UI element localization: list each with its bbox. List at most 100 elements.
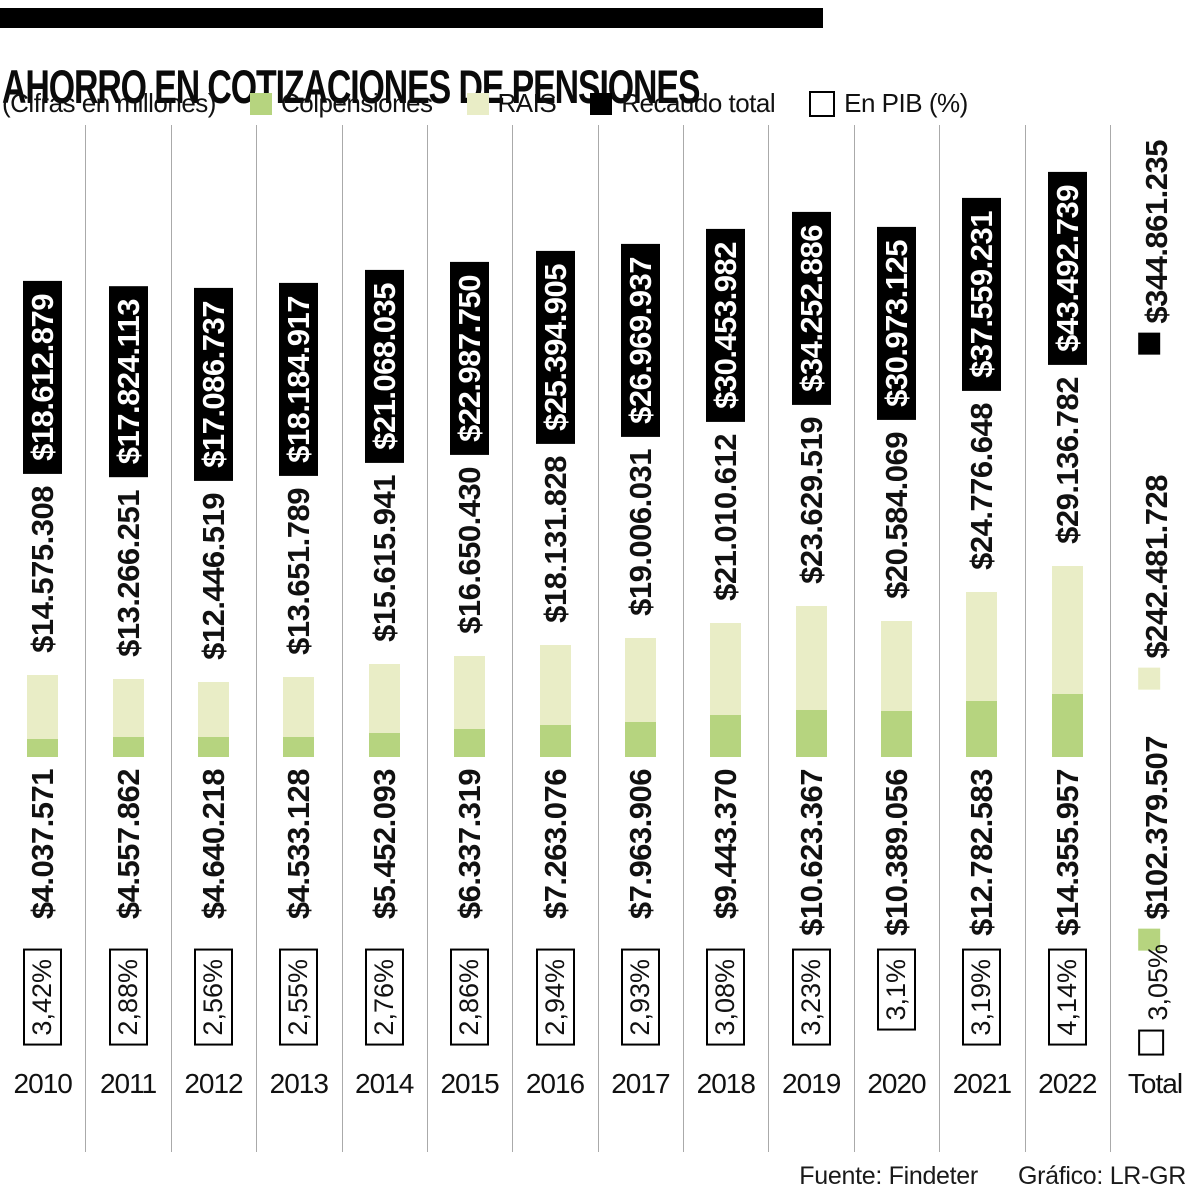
bar-segment-colpensiones xyxy=(368,733,400,757)
bar-segment-colpensiones xyxy=(710,715,742,757)
gridline xyxy=(939,125,941,1152)
year-label: 2020 xyxy=(867,1068,926,1099)
colpensiones-swatch-icon xyxy=(249,92,272,115)
bar-segment-rais xyxy=(1051,565,1083,694)
colpensiones-value-label: $4.557.862 xyxy=(110,769,146,920)
year-label: 2012 xyxy=(184,1068,243,1099)
total-rais-item-marker-icon xyxy=(1138,668,1160,690)
legend-item-colpensiones: Colpensiones xyxy=(249,88,433,119)
year-label: 2022 xyxy=(1038,1068,1097,1099)
bar-segment-colpensiones xyxy=(112,736,144,757)
colpensiones-value-label: $4.533.128 xyxy=(281,769,317,920)
gridline xyxy=(341,125,343,1152)
bar-segment-colpensiones xyxy=(1051,693,1083,757)
rais-value-label: $29.136.782 xyxy=(1049,376,1085,544)
pib-percent-box: 2,88% xyxy=(108,949,148,1046)
recaudo-total-value-box: $22.987.750 xyxy=(450,262,490,455)
bar-segment-rais xyxy=(710,623,742,716)
recaudo-total-value-box: $30.973.125 xyxy=(877,226,916,420)
gridline xyxy=(1024,125,1026,1152)
year-label: 2017 xyxy=(611,1068,670,1099)
gridline xyxy=(597,125,599,1152)
bar-segment-rais xyxy=(283,677,315,738)
colpensiones-value-label: $12.782.583 xyxy=(964,769,1000,936)
colpensiones-value-label: $4.640.218 xyxy=(196,769,231,920)
graphic-credit: Gráfico: LR-GR xyxy=(1017,1162,1186,1190)
colpensiones-value-label: $7.963.906 xyxy=(622,769,658,920)
colpensiones-value-label: $10.623.367 xyxy=(793,769,829,936)
pib-percent-box: 2,56% xyxy=(194,949,233,1046)
gridline xyxy=(256,125,258,1152)
colpensiones-value-label: $5.452.093 xyxy=(366,769,402,920)
pib-percent-box: 2,76% xyxy=(364,949,404,1046)
pib-percent-box: 2,94% xyxy=(535,949,575,1046)
year-label: 2015 xyxy=(440,1068,499,1099)
bar-segment-colpensiones xyxy=(539,725,571,757)
rais-value-label: $16.650.430 xyxy=(452,467,488,634)
bar-segment-colpensiones xyxy=(624,722,656,757)
rais-value-label: $20.584.069 xyxy=(879,431,914,599)
rais-swatch-icon xyxy=(466,92,489,115)
year-label: 2010 xyxy=(13,1068,73,1099)
total-colpensiones-item: $102.379.507 xyxy=(1138,736,1174,951)
recaudo-total-swatch-icon xyxy=(590,92,613,115)
recaudo-total-value-box: $21.068.035 xyxy=(364,270,404,464)
total-recaudo-item-marker-icon xyxy=(1138,333,1160,355)
colpensiones-value-label: $6.337.319 xyxy=(452,769,488,920)
colpensiones-value-label: $7.263.076 xyxy=(537,769,573,920)
total-rais-item: $242.481.728 xyxy=(1138,475,1174,690)
bar-segment-rais xyxy=(198,681,229,737)
legend-item-recaudo-total: Recaudo total xyxy=(590,88,776,119)
gridline xyxy=(853,125,855,1152)
pib-percent-box: 2,86% xyxy=(450,949,490,1046)
bar-segment-rais xyxy=(27,675,59,740)
pib-percent-box: 3,08% xyxy=(706,949,746,1046)
year-label: 2013 xyxy=(269,1068,329,1099)
recaudo-total-value-box: $43.492.739 xyxy=(1047,171,1087,365)
colpensiones-value-label: $10.389.056 xyxy=(879,769,914,936)
bar-segment-colpensiones xyxy=(881,711,912,757)
bar-segment-rais xyxy=(454,655,486,730)
colpensiones-value-label: $4.037.571 xyxy=(25,769,61,920)
recaudo-total-value-box: $37.559.231 xyxy=(962,197,1002,391)
rais-value-label: $15.615.941 xyxy=(366,475,402,643)
year-label: 2011 xyxy=(99,1068,157,1099)
year-label: 2014 xyxy=(355,1068,414,1099)
pib-percent-box: 2,55% xyxy=(279,949,319,1046)
footer: Fuente: Findeter Gráfico: LR-GR xyxy=(799,1162,1186,1191)
rais-value-label: $14.575.308 xyxy=(25,486,61,654)
bar-segment-colpensiones xyxy=(966,700,998,757)
recaudo-total-value-box: $26.969.937 xyxy=(620,244,660,438)
page-title: AHORRO EN COTIZACIONES DE PENSIONES xyxy=(2,60,700,114)
rais-value-label: $13.651.789 xyxy=(281,488,317,655)
pib-percent-box: 3,19% xyxy=(962,949,1002,1046)
recaudo-total-value-box: $30.453.982 xyxy=(706,229,746,422)
bar-segment-colpensiones xyxy=(27,739,59,757)
chart-subtitle: (Cifras en millones) xyxy=(2,88,216,118)
colpensiones-value-label: $9.443.370 xyxy=(708,769,744,920)
legend-label: Colpensiones xyxy=(280,88,433,118)
recaudo-total-value-box: $25.394.905 xyxy=(535,251,575,445)
year-label: 2016 xyxy=(525,1068,585,1099)
bar-segment-colpensiones xyxy=(795,710,827,757)
bar-segment-rais xyxy=(795,606,827,711)
rais-value-label: $13.266.251 xyxy=(110,489,146,657)
bar-segment-colpensiones xyxy=(454,729,486,757)
rais-value-label: $12.446.519 xyxy=(196,492,231,660)
bar-segment-rais xyxy=(368,664,400,733)
rais-value-label: $18.131.828 xyxy=(537,456,573,624)
pib-percent-box: 3,42% xyxy=(23,949,63,1046)
year-label: 2019 xyxy=(782,1068,841,1099)
bar-segment-rais xyxy=(624,638,656,722)
pib-percent-box: 4,14% xyxy=(1047,949,1087,1046)
gridline xyxy=(683,125,685,1152)
gridline xyxy=(170,125,172,1152)
top-rule xyxy=(0,8,823,28)
bar-segment-rais xyxy=(539,645,571,725)
gridline xyxy=(768,125,770,1152)
source-credit: Fuente: Findeter xyxy=(799,1162,978,1190)
recaudo-total-value-box: $18.184.917 xyxy=(279,283,319,476)
legend-item-en-pib: En PIB (%) xyxy=(809,88,968,119)
